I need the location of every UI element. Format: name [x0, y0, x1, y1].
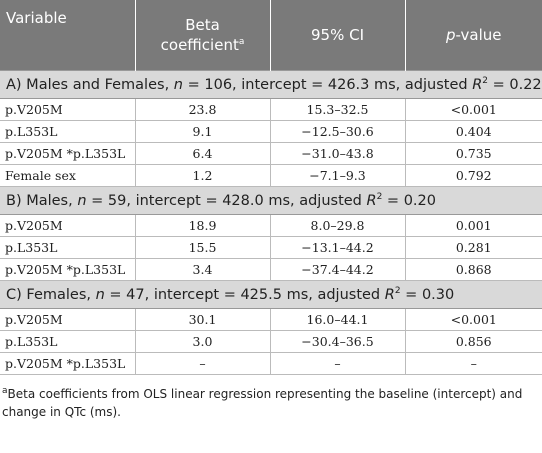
section-title-part: = 0.20: [382, 192, 436, 209]
footnote-text: Beta coefficients from OLS linear regres…: [2, 387, 523, 419]
cell: 18.9: [134, 214, 270, 237]
cell: −7.1–9.3: [269, 164, 405, 187]
cell: 0.792: [404, 164, 542, 187]
cell: 3.4: [134, 258, 270, 281]
cell: −37.4–44.2: [269, 258, 405, 281]
header-text: 95% CI: [310, 26, 364, 44]
cell: p.V205M *p.L353L: [0, 142, 135, 165]
section-title-part: 2: [394, 285, 401, 296]
footnote-mark: a: [238, 37, 245, 47]
cell: 30.1: [134, 308, 270, 331]
section-title-part: A) Males and Females,: [6, 76, 174, 93]
table-body: A) Males and Females, n = 106, intercept…: [0, 70, 542, 375]
cell: 0.735: [404, 142, 542, 165]
cell: p.V205M: [0, 98, 135, 121]
cell: –: [404, 352, 542, 375]
data-row: p.L353L 9.1 −12.5–30.6 0.404: [0, 120, 542, 143]
header-cell: Variable: [0, 0, 135, 71]
cell: 15.5: [134, 236, 270, 259]
data-row: p.V205M *p.L353L 3.4 −37.4–44.2 0.868: [0, 258, 542, 281]
cell: 0.404: [404, 120, 542, 143]
header-row: Variable Beta coefficienta 95% CI p-valu…: [0, 0, 542, 71]
cell: <0.001: [404, 308, 542, 331]
section-title-part: R: [472, 76, 483, 93]
cell: <0.001: [404, 98, 542, 121]
section-title-part: n: [77, 192, 87, 209]
cell: 6.4: [134, 142, 270, 165]
section-title: B) Males, n = 59, intercept = 428.0 ms, …: [0, 186, 542, 215]
section-title-part: 2: [376, 191, 383, 202]
cell: 0.868: [404, 258, 542, 281]
cell: 8.0–29.8: [269, 214, 405, 237]
data-row: p.V205M 23.8 15.3–32.5 <0.001: [0, 98, 542, 121]
data-row: p.V205M *p.L353L – – –: [0, 352, 542, 375]
data-row: p.V205M 30.1 16.0–44.1 <0.001: [0, 308, 542, 331]
footnote: aBeta coefficients from OLS linear regre…: [0, 375, 542, 421]
cell: p.V205M *p.L353L: [0, 352, 135, 375]
section-title-part: = 47, intercept = 425.5 ms, adjusted: [104, 286, 385, 303]
section-title-part: B) Males,: [6, 192, 78, 209]
section-title: A) Males and Females, n = 106, intercept…: [0, 70, 542, 99]
section-title-part: n: [95, 286, 105, 303]
section-row: B) Males, n = 59, intercept = 428.0 ms, …: [0, 186, 542, 215]
section-row: C) Females, n = 47, intercept = 425.5 ms…: [0, 280, 542, 309]
cell: p.L353L: [0, 236, 135, 259]
data-row: p.V205M 18.9 8.0–29.8 0.001: [0, 214, 542, 237]
cell: 0.856: [404, 330, 542, 353]
cell: −30.4–36.5: [269, 330, 405, 353]
data-row: p.V205M *p.L353L 6.4 −31.0–43.8 0.735: [0, 142, 542, 165]
cell: 0.001: [404, 214, 542, 237]
cell: –: [269, 352, 405, 375]
cell: p.V205M *p.L353L: [0, 258, 135, 281]
section-title-part: R: [384, 286, 395, 303]
cell: −31.0–43.8: [269, 142, 405, 165]
cell: 15.3–32.5: [269, 98, 405, 121]
cell: −13.1–44.2: [269, 236, 405, 259]
data-row: p.L353L 15.5 −13.1–44.2 0.281: [0, 236, 542, 259]
cell: p.L353L: [0, 120, 135, 143]
header-text: Variable: [6, 9, 67, 27]
cell: −12.5–30.6: [269, 120, 405, 143]
header-cell: Beta coefficienta: [134, 0, 270, 71]
data-row: p.L353L 3.0 −30.4–36.5 0.856: [0, 330, 542, 353]
cell: p.V205M: [0, 308, 135, 331]
cell: 9.1: [134, 120, 270, 143]
section-row: A) Males and Females, n = 106, intercept…: [0, 70, 542, 99]
section-title: C) Females, n = 47, intercept = 425.5 ms…: [0, 280, 542, 309]
header-text: -value: [455, 26, 502, 44]
section-title-part: 2: [482, 75, 488, 86]
cell: Female sex: [0, 164, 135, 187]
header-cell: p-value: [404, 0, 542, 71]
section-title-part: = 106, intercept = 426.3 ms, adjusted: [183, 76, 473, 93]
section-title-part: = 59, intercept = 428.0 ms, adjusted: [86, 192, 367, 209]
header-text: p: [445, 26, 456, 44]
section-title-part: = 0.22: [488, 76, 542, 93]
data-row: Female sex 1.2 −7.1–9.3 0.792: [0, 164, 542, 187]
results-table: Variable Beta coefficienta 95% CI p-valu…: [0, 0, 542, 375]
section-title-part: n: [173, 76, 183, 93]
header-text: Beta coefficient: [160, 16, 239, 54]
section-title-part: C) Females,: [6, 286, 96, 303]
cell: 0.281: [404, 236, 542, 259]
cell: –: [134, 352, 270, 375]
cell: 23.8: [134, 98, 270, 121]
cell: 1.2: [134, 164, 270, 187]
header-cell: 95% CI: [269, 0, 405, 71]
cell: 16.0–44.1: [269, 308, 405, 331]
section-title-part: = 0.30: [400, 286, 455, 303]
cell: p.V205M: [0, 214, 135, 237]
cell: 3.0: [134, 330, 270, 353]
cell: p.L353L: [0, 330, 135, 353]
footnote-mark: a: [2, 386, 8, 396]
section-title-part: R: [366, 192, 377, 209]
